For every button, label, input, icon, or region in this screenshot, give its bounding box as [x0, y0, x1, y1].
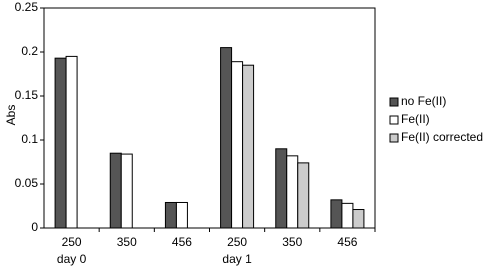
- legend-label: Fe(II) corrected: [401, 130, 483, 144]
- bar: [231, 61, 244, 229]
- y-tick-label: 0.25: [15, 0, 39, 14]
- bar: [120, 153, 133, 229]
- bar: [65, 55, 78, 229]
- legend-label: Fe(II): [401, 112, 430, 126]
- y-tick-label: 0.05: [15, 176, 39, 190]
- bar: [352, 209, 365, 229]
- y-tick-label: 0.15: [15, 88, 39, 102]
- bar: [275, 148, 288, 229]
- bar: [54, 57, 67, 229]
- legend-swatch: [389, 133, 399, 143]
- x-tick-label: 456: [172, 235, 192, 249]
- legend-swatch: [389, 97, 399, 107]
- x-tick-label: 350: [282, 235, 302, 249]
- y-tick-label: 0: [31, 220, 38, 234]
- x-group-label: day 1: [222, 252, 252, 266]
- x-tick-label: 350: [117, 235, 137, 249]
- x-tick-label: 250: [227, 235, 247, 249]
- bar: [286, 155, 299, 229]
- bar: [330, 199, 343, 229]
- bar: [164, 201, 177, 229]
- y-tick-label: 0.2: [21, 44, 38, 58]
- x-tick-label: 456: [337, 235, 357, 249]
- bar: [220, 47, 233, 229]
- bar: [242, 64, 255, 229]
- plot-frame: [43, 7, 376, 229]
- bar: [175, 201, 188, 229]
- bar: [109, 152, 122, 229]
- x-group-label: day 0: [57, 252, 87, 266]
- legend-swatch: [389, 115, 399, 125]
- bar: [341, 202, 354, 229]
- y-tick-label: 0.1: [21, 132, 38, 146]
- x-tick-label: 250: [62, 235, 82, 249]
- y-axis-title: Abs: [4, 105, 18, 126]
- bar: [297, 162, 310, 229]
- legend-label: no Fe(II): [401, 94, 446, 108]
